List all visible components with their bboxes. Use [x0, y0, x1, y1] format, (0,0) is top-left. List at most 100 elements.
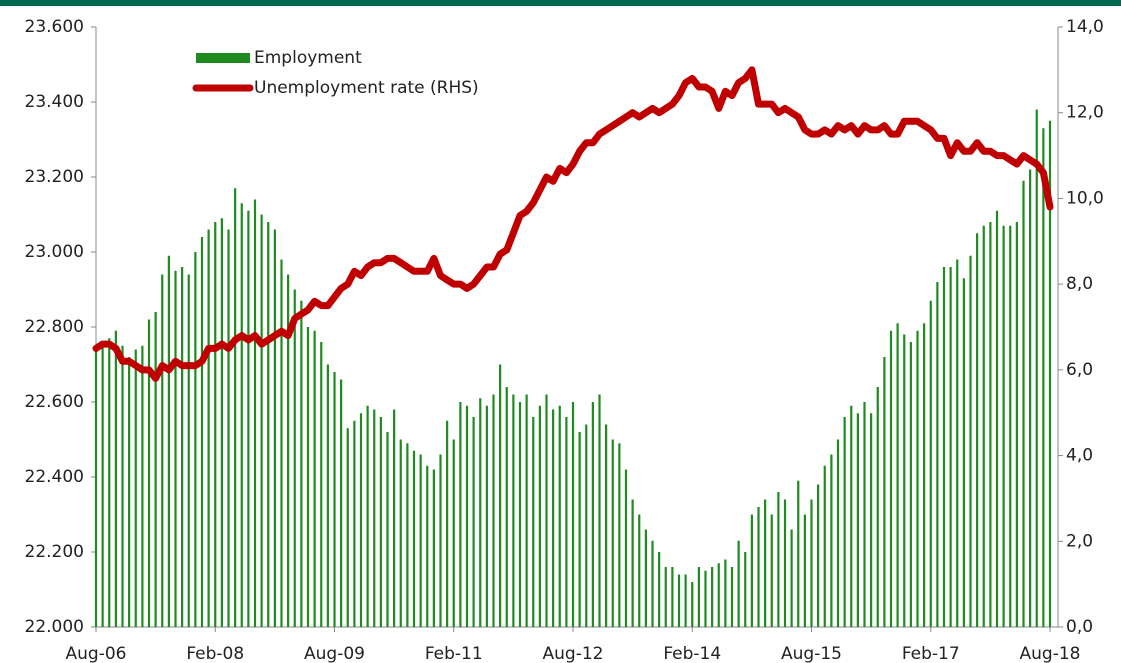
bar: [439, 454, 442, 627]
y2-tick-label: 0,0: [1066, 617, 1093, 637]
bar: [346, 428, 349, 627]
bar: [823, 465, 826, 627]
bar: [677, 574, 681, 627]
bar: [724, 559, 727, 627]
bar: [750, 514, 753, 627]
bar: [114, 330, 117, 627]
bar: [976, 233, 979, 627]
bar: [121, 345, 124, 627]
bar: [790, 529, 793, 627]
bar: [982, 225, 985, 627]
bar: [247, 210, 250, 627]
bar: [386, 432, 389, 627]
bar: [379, 417, 382, 627]
bar: [320, 342, 323, 627]
bar: [552, 409, 555, 627]
bar: [240, 203, 243, 627]
bar: [949, 267, 952, 627]
bar: [300, 300, 303, 627]
x-tick-label: Aug-09: [304, 644, 365, 663]
bar: [545, 394, 548, 627]
bar: [1042, 128, 1045, 627]
y-tick-label: 23.400: [25, 92, 84, 112]
bar: [293, 289, 296, 627]
bar: [956, 259, 959, 627]
bar: [711, 567, 714, 627]
bar: [499, 364, 502, 627]
bar: [273, 229, 276, 627]
bar: [969, 255, 972, 627]
x-tick-label: Aug-06: [66, 644, 127, 663]
bar: [538, 405, 541, 627]
bar: [744, 552, 747, 627]
bar: [896, 323, 899, 627]
bar: [909, 342, 912, 627]
bar: [783, 499, 787, 627]
bar: [671, 567, 674, 627]
bar: [843, 417, 846, 627]
bar: [684, 574, 687, 627]
y-tick-label: 22.400: [25, 467, 84, 487]
bar: [492, 394, 495, 627]
bar: [704, 570, 707, 627]
x-tick-label: Feb-14: [663, 644, 721, 663]
bar: [532, 417, 535, 627]
bar: [472, 417, 475, 627]
bar: [1022, 180, 1025, 627]
bar: [836, 439, 840, 627]
bar: [161, 274, 164, 627]
bar: [863, 402, 866, 627]
bar: [525, 394, 528, 627]
bar: [306, 327, 310, 627]
bar: [267, 222, 270, 627]
bar: [134, 349, 137, 627]
bar: [717, 563, 720, 627]
top-band: [0, 0, 1121, 6]
bar: [147, 319, 151, 627]
bar: [313, 330, 316, 627]
bar: [452, 439, 455, 627]
bar: [962, 278, 965, 627]
bar: [518, 402, 522, 627]
bar: [220, 218, 223, 627]
bar: [929, 300, 932, 627]
bar: [200, 237, 204, 627]
bar: [803, 514, 806, 627]
bar: [810, 499, 813, 627]
bar: [638, 514, 641, 627]
y-tick-label: 23.000: [25, 242, 84, 262]
y-tick-label: 22.600: [25, 392, 84, 412]
bar: [605, 424, 608, 627]
bar: [830, 454, 833, 627]
bar: [850, 405, 853, 627]
bar: [995, 210, 999, 627]
bar: [1002, 225, 1005, 627]
bar: [187, 274, 190, 627]
bar: [876, 387, 879, 627]
bar: [936, 282, 939, 627]
bar: [399, 439, 402, 627]
bar: [624, 469, 628, 627]
y-tick-label: 23.200: [25, 167, 84, 187]
bar: [558, 405, 561, 627]
legend-swatch: [196, 53, 250, 63]
bar: [856, 413, 859, 627]
bar: [101, 342, 104, 627]
bar: [737, 540, 740, 627]
bar: [651, 540, 654, 627]
x-tick-label: Aug-15: [781, 644, 842, 663]
bar: [227, 229, 230, 627]
bar: [598, 394, 601, 627]
bar: [207, 229, 210, 627]
x-tick-label: Feb-11: [425, 644, 483, 663]
bar: [916, 330, 919, 627]
bar: [565, 417, 568, 627]
bar: [989, 222, 992, 627]
bar: [942, 267, 946, 627]
y-tick-label: 22.800: [25, 317, 84, 337]
bar: [611, 439, 614, 627]
bar: [923, 323, 926, 627]
y2-tick-label: 4,0: [1066, 446, 1093, 466]
bar: [181, 267, 184, 627]
